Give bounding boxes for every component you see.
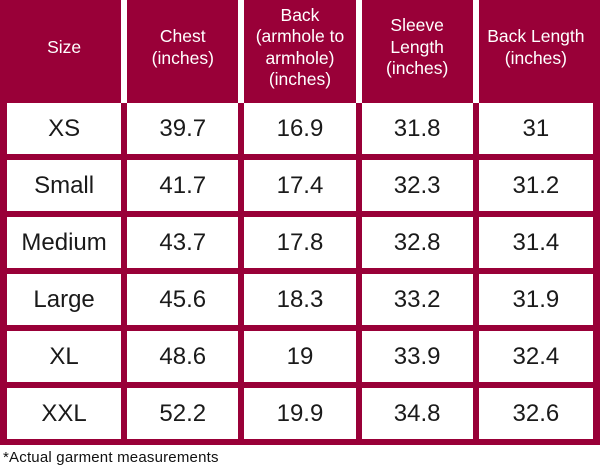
sleeve-length-cell: 34.8 — [355, 382, 479, 439]
footnote: *Actual garment measurements — [3, 449, 219, 466]
table-row-xs: XS 39.7 16.9 31.8 31 — [7, 97, 593, 160]
column-header-back-armhole: Back (armhole to armhole) (inches) — [241, 0, 362, 100]
chest-cell: 41.7 — [121, 154, 245, 217]
size-chart-table-wrap: Size Chest (inches) Back (armhole to arm… — [0, 0, 600, 445]
column-header-size: Size — [7, 0, 128, 100]
back-length-cell: 31.4 — [472, 211, 593, 274]
back-length-cell: 31.2 — [472, 154, 593, 217]
size-cell: XL — [7, 325, 128, 388]
size-cell: Medium — [7, 211, 128, 274]
column-header-chest: Chest (inches) — [124, 0, 245, 100]
sleeve-length-cell: 33.9 — [355, 325, 479, 388]
size-chart-header: Size Chest (inches) Back (armhole to arm… — [7, 0, 593, 100]
back-armhole-cell: 19 — [238, 325, 362, 388]
chest-cell: 52.2 — [121, 382, 245, 439]
chest-cell: 39.7 — [121, 97, 245, 160]
sleeve-length-cell: 31.8 — [355, 97, 479, 160]
back-length-cell: 31 — [472, 97, 593, 160]
back-length-cell: 31.9 — [472, 268, 593, 331]
column-header-back-length: Back Length (inches) — [475, 0, 593, 100]
size-chart-table: Size Chest (inches) Back (armhole to arm… — [7, 0, 593, 439]
sleeve-length-cell: 32.8 — [355, 211, 479, 274]
size-cell: XS — [7, 97, 128, 160]
table-row-medium: Medium 43.7 17.8 32.8 31.4 — [7, 211, 593, 274]
table-row-large: Large 45.6 18.3 33.2 31.9 — [7, 268, 593, 331]
table-row-small: Small 41.7 17.4 32.3 31.2 — [7, 154, 593, 217]
chest-cell: 43.7 — [121, 211, 245, 274]
back-armhole-cell: 18.3 — [238, 268, 362, 331]
column-header-sleeve-length: Sleeve Length (inches) — [358, 0, 479, 100]
size-cell: Large — [7, 268, 128, 331]
size-cell: Small — [7, 154, 128, 217]
size-chart-body: XS 39.7 16.9 31.8 31 Small 41.7 17.4 32.… — [7, 97, 593, 439]
table-row-xl: XL 48.6 19 33.9 32.4 — [7, 325, 593, 388]
back-armhole-cell: 16.9 — [238, 97, 362, 160]
back-armhole-cell: 19.9 — [238, 382, 362, 439]
back-armhole-cell: 17.8 — [238, 211, 362, 274]
sleeve-length-cell: 33.2 — [355, 268, 479, 331]
back-armhole-cell: 17.4 — [238, 154, 362, 217]
back-length-cell: 32.6 — [472, 382, 593, 439]
chest-cell: 48.6 — [121, 325, 245, 388]
sleeve-length-cell: 32.3 — [355, 154, 479, 217]
table-row-xxl: XXL 52.2 19.9 34.8 32.6 — [7, 382, 593, 439]
header-row: Size Chest (inches) Back (armhole to arm… — [7, 0, 593, 100]
chest-cell: 45.6 — [121, 268, 245, 331]
size-cell: XXL — [7, 382, 128, 439]
back-length-cell: 32.4 — [472, 325, 593, 388]
